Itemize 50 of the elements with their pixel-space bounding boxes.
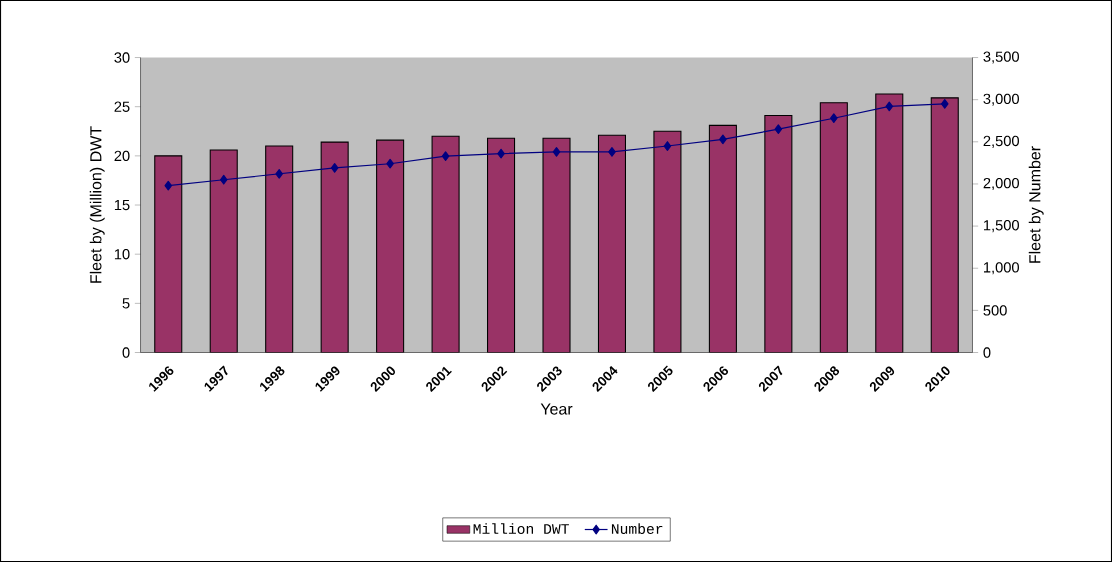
point bbox=[940, 99, 949, 109]
point bbox=[275, 168, 283, 179]
point bbox=[219, 174, 228, 185]
point bbox=[330, 163, 339, 173]
y-axis-title: Fleet by (Million) DWT bbox=[89, 126, 105, 283]
bar bbox=[708, 124, 737, 353]
bar bbox=[930, 97, 959, 353]
point bbox=[885, 101, 894, 112]
y-tick-label: 10 bbox=[114, 248, 130, 260]
y2-tick-label: 3,500 bbox=[983, 51, 1019, 64]
bar bbox=[819, 102, 848, 353]
point bbox=[386, 158, 394, 169]
point bbox=[608, 147, 616, 157]
bar bbox=[764, 114, 793, 353]
bar bbox=[487, 137, 516, 353]
point bbox=[774, 124, 783, 135]
y-tick-label: 30 bbox=[114, 52, 130, 63]
point bbox=[441, 151, 450, 161]
y-tick-label: 20 bbox=[114, 150, 130, 162]
y2-tick-label: 2,500 bbox=[983, 135, 1019, 148]
point bbox=[830, 113, 838, 124]
y-tick-label: 25 bbox=[114, 101, 130, 112]
bar bbox=[653, 130, 682, 353]
point bbox=[164, 180, 173, 191]
y2-tick-label: 500 bbox=[983, 305, 1007, 316]
bar bbox=[320, 141, 349, 353]
point bbox=[552, 147, 561, 157]
legend-label: Number bbox=[611, 523, 663, 534]
bar bbox=[431, 135, 460, 353]
bar bbox=[597, 134, 627, 353]
y-tick-label: 0 bbox=[122, 347, 130, 358]
point bbox=[497, 148, 505, 159]
bar bbox=[154, 155, 183, 353]
y2-tick-label: 1,500 bbox=[983, 220, 1019, 233]
point bbox=[719, 134, 727, 145]
bar bbox=[209, 149, 238, 353]
bar bbox=[875, 93, 904, 353]
y2-tick-label: 1,000 bbox=[983, 262, 1019, 275]
y-tick-label: 15 bbox=[114, 199, 130, 211]
y2-axis-title: Fleet by Number bbox=[1028, 146, 1044, 263]
bar bbox=[376, 139, 405, 353]
legend-label: Million DWT bbox=[473, 523, 569, 534]
x-axis-title: Year bbox=[540, 403, 573, 415]
y-tick-label: 5 bbox=[122, 298, 130, 309]
bar bbox=[265, 145, 294, 353]
y2-tick-label: 3,000 bbox=[983, 93, 1019, 106]
y2-tick-label: 2,000 bbox=[983, 177, 1019, 190]
point bbox=[663, 141, 672, 151]
y2-tick-label: 0 bbox=[983, 347, 991, 358]
bar bbox=[542, 137, 571, 353]
